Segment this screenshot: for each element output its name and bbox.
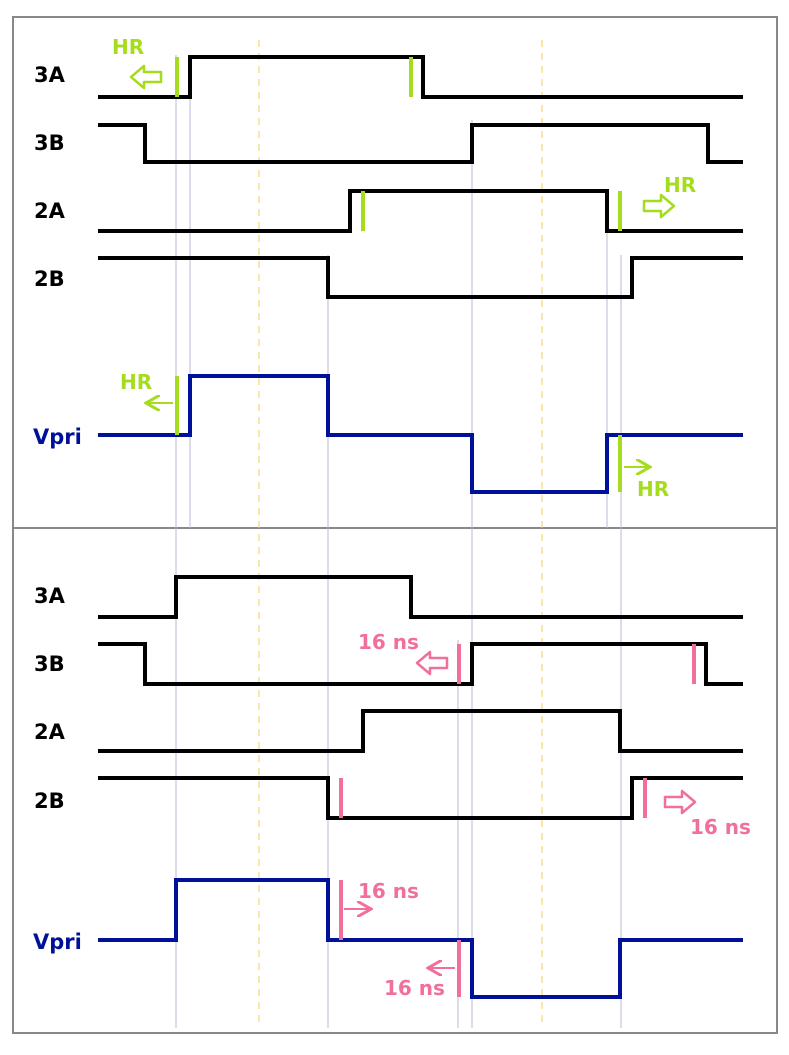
top-panel: 3A 3B 2A 2B Vpri HR HR HR HR <box>33 35 743 501</box>
delay-arrow-right-icon <box>663 789 697 815</box>
waveform-2b <box>98 776 743 820</box>
waveform-3b <box>98 642 743 686</box>
waveform-3b <box>98 123 743 164</box>
label-2a: 2A <box>34 720 66 744</box>
waveform-3a <box>98 575 743 619</box>
delay-arrow-left-icon <box>415 650 449 676</box>
hr-label-2a: HR <box>664 173 696 197</box>
delay-label-vpri-bottom: 16 ns <box>384 976 445 1000</box>
label-vpri: Vpri <box>33 930 82 954</box>
label-3a: 3A <box>34 584 66 608</box>
label-3a: 3A <box>34 63 66 87</box>
waveform-2a <box>98 709 743 753</box>
waveform-vpri <box>98 878 743 999</box>
label-2a: 2A <box>34 199 66 223</box>
waveform-3a <box>98 55 743 99</box>
waveform-2a <box>98 189 743 233</box>
label-3b: 3B <box>34 652 65 676</box>
bottom-panel: 3A 3B 2A 2B Vpri 16 ns 16 ns 16 ns 16 ns <box>33 575 751 1000</box>
hr-label-vpri-left: HR <box>120 370 152 394</box>
hr-arrow-right-icon <box>642 193 676 219</box>
label-3b: 3B <box>34 131 65 155</box>
waveform-vpri <box>98 374 743 494</box>
hr-arrow-left-icon <box>129 64 163 90</box>
delay-label-2b: 16 ns <box>690 815 751 839</box>
hr-label-3a: HR <box>112 35 144 59</box>
outer-frame <box>12 16 778 1034</box>
hr-label-vpri-right: HR <box>637 477 669 501</box>
label-2b: 2B <box>34 789 65 813</box>
label-2b: 2B <box>34 267 65 291</box>
dashed-midlines <box>258 40 543 1028</box>
delay-label-3b: 16 ns <box>358 630 419 654</box>
delay-label-vpri-top: 16 ns <box>358 879 419 903</box>
label-vpri: Vpri <box>33 425 82 449</box>
waveform-2b <box>98 256 743 299</box>
